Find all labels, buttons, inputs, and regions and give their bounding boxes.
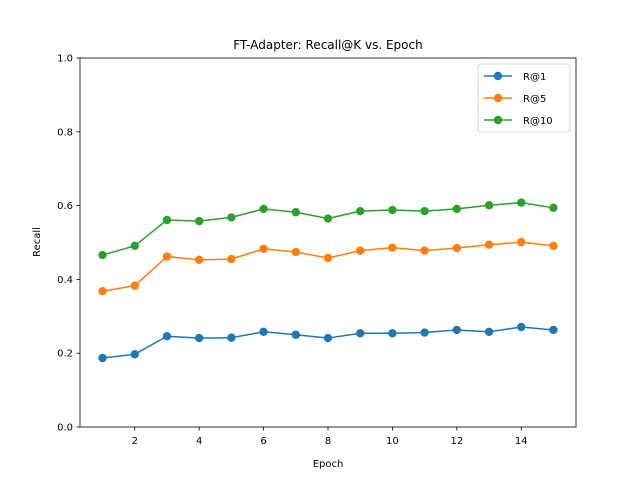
legend-box: [477, 63, 571, 133]
legend-label: R@5: [523, 94, 546, 105]
x-tick-label: 10: [386, 436, 399, 447]
data-point: [130, 350, 139, 359]
data-point: [420, 206, 429, 216]
legend-item: R@5: [484, 93, 546, 105]
data-point: [194, 333, 204, 343]
data-point: [388, 329, 397, 338]
data-point: [388, 205, 397, 215]
data-point: [130, 281, 139, 290]
data-point: [98, 287, 107, 296]
y-axis-title: Recall: [32, 227, 43, 257]
data-point: [194, 255, 204, 265]
legend-item: R@10: [484, 115, 553, 127]
data-point: [259, 327, 268, 336]
data-point: [323, 333, 333, 343]
data-point: [227, 333, 236, 342]
data-point: [452, 243, 462, 253]
data-point: [227, 213, 236, 222]
legend-label: R@10: [523, 116, 553, 127]
y-tick-label: 0.6: [57, 201, 73, 212]
data-point: [130, 241, 139, 251]
x-tick-label: 14: [515, 436, 528, 447]
data-point: [549, 325, 558, 335]
data-point: [291, 247, 300, 257]
legend-label: R@1: [523, 72, 546, 83]
data-point: [420, 246, 429, 255]
series-r-5: [98, 237, 558, 296]
x-tick-label: 12: [450, 436, 463, 447]
y-tick-label: 1.0: [57, 54, 73, 65]
legend: R@1 R@5 R@10: [477, 63, 571, 133]
data-point: [356, 206, 365, 216]
series-r-10: [98, 198, 558, 260]
x-tick-label: 4: [196, 436, 202, 447]
legend-swatch-marker: [493, 71, 503, 81]
data-point: [517, 198, 526, 207]
data-point: [259, 244, 268, 253]
data-point: [452, 325, 462, 335]
legend-item: R@1: [484, 71, 546, 83]
x-tick-label: 2: [132, 436, 138, 447]
data-point: [323, 253, 333, 263]
data-point: [194, 216, 204, 226]
data-point: [420, 328, 429, 337]
data-point: [259, 204, 268, 214]
data-point: [291, 208, 300, 217]
data-point: [356, 329, 365, 338]
data-point: [549, 241, 558, 251]
data-point: [517, 237, 526, 247]
y-tick-label: 0.0: [57, 423, 73, 434]
data-point: [549, 203, 558, 213]
data-point: [227, 254, 236, 264]
data-point: [484, 327, 494, 336]
data-point: [162, 215, 172, 225]
series-r-1: [98, 322, 558, 363]
plot-area: [79, 57, 577, 428]
x-tick-label: 6: [260, 436, 266, 447]
x-axis-title: Epoch: [313, 459, 344, 470]
data-point: [452, 204, 462, 214]
y-tick-label: 0.4: [57, 275, 73, 286]
data-point: [517, 322, 526, 332]
legend-swatch-marker: [493, 115, 503, 125]
y-tick-label: 0.2: [57, 349, 73, 360]
data-point: [323, 214, 333, 223]
x-tick-label: 8: [325, 436, 331, 447]
y-axis: 0.0 0.2 0.4 0.6 0.8 1.0: [57, 54, 80, 434]
data-point: [98, 353, 107, 363]
chart-title: FT-Adapter: Recall@K vs. Epoch: [233, 38, 422, 52]
data-point: [98, 250, 107, 260]
data-point: [162, 332, 172, 341]
data-point: [388, 243, 397, 252]
y-tick-label: 0.8: [57, 127, 73, 138]
data-point: [291, 330, 300, 339]
data-point: [356, 246, 365, 255]
legend-swatch-marker: [493, 93, 503, 103]
data-point: [484, 240, 494, 249]
data-point: [484, 201, 494, 210]
data-point: [162, 252, 172, 261]
x-axis: 2 4 6 8 10 12 14: [132, 427, 528, 447]
